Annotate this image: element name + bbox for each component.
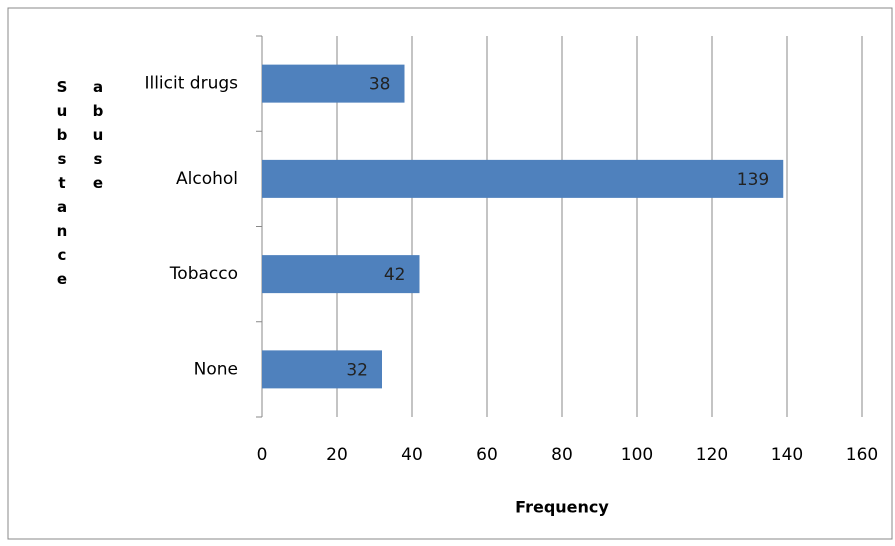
x-tick-label: 100 <box>621 445 653 465</box>
x-tick-label: 140 <box>771 445 803 465</box>
bar <box>262 64 405 103</box>
x-tick-label: 20 <box>326 445 348 465</box>
value-label: 38 <box>369 75 391 95</box>
x-tick-label: 80 <box>551 445 573 465</box>
x-tick-label: 0 <box>257 445 268 465</box>
y-tick-label: Alcohol <box>176 169 238 189</box>
bar <box>262 255 420 294</box>
x-tick-label: 40 <box>401 445 423 465</box>
y-tick-label: None <box>194 359 238 379</box>
y-tick-label: Tobacco <box>169 264 238 284</box>
y-axis-label: Substance abuse <box>53 78 107 294</box>
x-tick-label: 160 <box>846 445 878 465</box>
x-axis-label: Frequency <box>515 498 609 517</box>
bar <box>262 159 784 198</box>
x-tick-label: 60 <box>476 445 498 465</box>
chart-frame <box>7 7 893 540</box>
y-tick-label: Illicit drugs <box>144 74 238 94</box>
value-label: 42 <box>384 265 406 285</box>
value-label: 32 <box>346 360 368 380</box>
bar <box>262 350 382 389</box>
x-tick-label: 120 <box>696 445 728 465</box>
value-label: 139 <box>737 170 769 190</box>
